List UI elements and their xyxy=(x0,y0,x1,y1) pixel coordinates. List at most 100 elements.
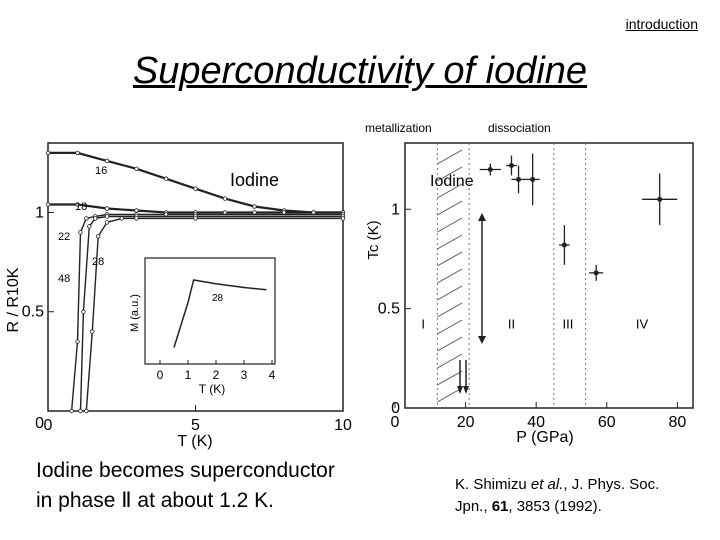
resistance-data-point xyxy=(75,150,80,156)
phase-boundary-hatch xyxy=(437,302,463,318)
resistance-data-point xyxy=(193,216,198,221)
tc-data-point xyxy=(593,270,599,276)
tc-y-tick-label: 0.5 xyxy=(378,301,400,318)
resistance-data-point xyxy=(81,309,86,314)
magnetization-inset: M (a.u.) T (K) 28 0 1 2 3 4 xyxy=(129,257,276,396)
resistance-ylabel: R / R10K xyxy=(5,267,22,332)
tc-arrow-head-up xyxy=(478,213,486,221)
tc-x-tick-label: 0 xyxy=(391,414,400,431)
inset-ylabel: M (a.u.) xyxy=(129,294,141,332)
resistance-series-label: 28 xyxy=(92,256,104,268)
reference: K. Shimizu et al., J. Phys. Soc. Jpn., 6… xyxy=(455,474,659,518)
tc-arrow-low-head-1 xyxy=(457,386,463,394)
tc-x-tick-label: 80 xyxy=(668,414,686,431)
tc-ylabel: Tc (K) xyxy=(365,220,382,259)
resistance-series-line xyxy=(85,217,343,412)
phase-boundary-hatch xyxy=(437,319,463,335)
inset-x-tick-label: 2 xyxy=(213,368,220,382)
resistance-data-point xyxy=(75,339,80,344)
metallization-label: metallization xyxy=(365,121,432,135)
resistance-series-line xyxy=(79,215,343,412)
section-tag: introduction xyxy=(625,16,698,32)
tc-arrow-head-down xyxy=(478,336,486,344)
x-tick-label: 5 xyxy=(191,417,200,434)
reference-pages: , 3853 (1992). xyxy=(508,498,602,515)
resistance-data-point xyxy=(45,150,51,156)
resistance-data-point xyxy=(104,158,110,164)
resistance-data-point xyxy=(90,329,95,334)
phase-boundary-hatch xyxy=(437,234,463,250)
tc-panel: Tc (K) P (GPa) metallization dissociatio… xyxy=(365,121,694,446)
phase-boundary-hatch xyxy=(437,217,463,233)
resistance-series-label: 22 xyxy=(58,231,70,243)
phase-boundary-hatch xyxy=(437,183,463,199)
resistance-xlabel: T (K) xyxy=(177,433,212,450)
inset-x-tick-label: 1 xyxy=(185,368,192,382)
resistance-series-label: 18 xyxy=(75,201,87,213)
resistance-data-point xyxy=(222,210,228,215)
resistance-data-point xyxy=(252,204,257,209)
phase-boundary-hatch xyxy=(437,387,463,403)
resistance-data-point xyxy=(84,216,89,221)
resistance-data-point xyxy=(311,210,316,215)
reference-authors: K. Shimizu xyxy=(455,476,531,493)
resistance-data-point xyxy=(104,214,110,219)
inset-x-tick-label: 4 xyxy=(269,368,276,382)
resistance-data-point xyxy=(163,212,169,217)
phase-boundary-hatch xyxy=(437,268,463,284)
resistance-series-line xyxy=(48,151,343,214)
dissociation-label: dissociation xyxy=(488,121,551,135)
tc-x-tick-label: 40 xyxy=(527,414,545,431)
reference-etal: et al. xyxy=(530,476,564,493)
x-tick-label: 0 xyxy=(44,417,53,434)
phase-boundary-hatch xyxy=(437,285,463,301)
phase-boundary-hatch xyxy=(437,353,463,369)
phase-boundary-hatch xyxy=(437,166,463,182)
resistance-data-point xyxy=(95,234,101,239)
resistance-series-label: 48 xyxy=(58,273,70,285)
x-tick-label: 10 xyxy=(334,417,352,434)
resistance-data-point xyxy=(69,408,74,414)
y-tick-label: 1 xyxy=(35,204,44,221)
phase-label: IV xyxy=(636,317,649,332)
caption-line-1: Iodine becomes superconductor xyxy=(36,459,335,482)
phase-label: I xyxy=(421,317,425,332)
resistance-data-point xyxy=(281,210,287,215)
resistance-data-point xyxy=(75,202,80,207)
tc-x-tick-label: 60 xyxy=(598,414,616,431)
inset-x-tick-label: 3 xyxy=(241,368,248,382)
phase-boundary-hatch xyxy=(437,336,463,352)
y-tick-label: 0.5 xyxy=(22,304,44,321)
reference-journal-cont: Jpn., xyxy=(455,498,492,515)
tc-y-tick-label: 0 xyxy=(391,400,400,417)
phase-label: III xyxy=(563,317,574,332)
caption: Iodine becomes superconductor in phase Ⅱ… xyxy=(36,456,335,516)
figure-panels: R / R10K T (K) Iodine 0 5 100.510 16182248… xyxy=(5,121,694,450)
phase-label: II xyxy=(508,317,515,332)
inset-xlabel: T (K) xyxy=(199,382,225,396)
resistance-data-point xyxy=(193,186,198,191)
resistance-data-point xyxy=(104,206,110,211)
reference-volume: 61 xyxy=(491,498,509,515)
resistance-legend-text: Iodine xyxy=(230,170,279,190)
resistance-data-point xyxy=(134,216,139,221)
tc-data-point xyxy=(508,163,514,169)
slide-title: Superconductivity of iodine xyxy=(132,50,588,92)
resistance-data-point xyxy=(84,408,89,414)
inset-curve xyxy=(173,279,267,348)
resistance-series-line xyxy=(70,213,343,412)
reference-journal: , J. Phys. Soc. xyxy=(563,476,660,493)
inset-frame xyxy=(144,257,276,365)
resistance-data-point xyxy=(222,196,228,201)
resistance-data-point xyxy=(92,216,98,221)
resistance-data-point xyxy=(78,230,83,235)
tc-data-point xyxy=(561,242,567,248)
resistance-data-point xyxy=(78,408,83,414)
tc-data-point xyxy=(487,167,493,172)
resistance-data-point xyxy=(134,166,139,172)
resistance-data-point xyxy=(87,224,92,229)
tc-y-tick-label: 1 xyxy=(391,201,400,218)
tc-xlabel: P (GPa) xyxy=(516,429,574,446)
resistance-data-point xyxy=(134,208,139,213)
y-tick-label: 0 xyxy=(35,415,44,432)
